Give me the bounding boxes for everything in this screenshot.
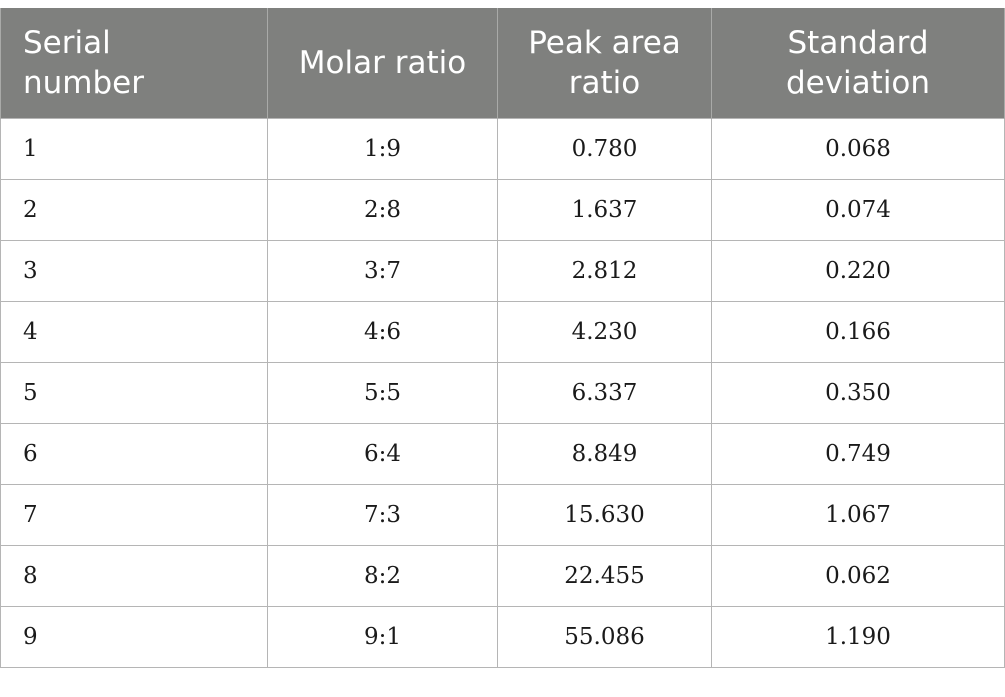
cell-standard-deviation: 0.749 — [711, 422, 1005, 485]
header-serial-number: Serial number — [0, 8, 268, 118]
cell-peak-area-ratio: 55.086 — [497, 605, 712, 668]
data-table: Serial number Molar ratio Peak area rati… — [0, 8, 1005, 668]
table-row: 5 5:5 6.337 0.350 — [0, 361, 1005, 424]
cell-peak-area-ratio: 4.230 — [497, 300, 712, 363]
cell-serial-number: 7 — [0, 483, 268, 546]
cell-standard-deviation: 0.062 — [711, 544, 1005, 607]
cell-standard-deviation: 0.074 — [711, 178, 1005, 241]
header-molar-ratio: Molar ratio — [267, 8, 498, 118]
cell-serial-number: 5 — [0, 361, 268, 424]
cell-molar-ratio: 6:4 — [267, 422, 498, 485]
table-row: 1 1:9 0.780 0.068 — [0, 117, 1005, 180]
cell-molar-ratio: 9:1 — [267, 605, 498, 668]
table-row: 2 2:8 1.637 0.074 — [0, 178, 1005, 241]
cell-serial-number: 9 — [0, 605, 268, 668]
table-row: 4 4:6 4.230 0.166 — [0, 300, 1005, 363]
cell-serial-number: 3 — [0, 239, 268, 302]
cell-molar-ratio: 7:3 — [267, 483, 498, 546]
header-row: Serial number Molar ratio Peak area rati… — [0, 8, 1005, 118]
cell-molar-ratio: 5:5 — [267, 361, 498, 424]
cell-peak-area-ratio: 6.337 — [497, 361, 712, 424]
table-header: Serial number Molar ratio Peak area rati… — [0, 8, 1005, 118]
cell-peak-area-ratio: 22.455 — [497, 544, 712, 607]
cell-peak-area-ratio: 2.812 — [497, 239, 712, 302]
table-row: 9 9:1 55.086 1.190 — [0, 605, 1005, 668]
cell-standard-deviation: 1.067 — [711, 483, 1005, 546]
cell-serial-number: 1 — [0, 117, 268, 180]
cell-molar-ratio: 2:8 — [267, 178, 498, 241]
header-standard-deviation-line2: deviation — [785, 64, 931, 101]
header-standard-deviation: Standard deviation — [711, 8, 1005, 118]
cell-serial-number: 6 — [0, 422, 268, 485]
header-peak-area-ratio-line2: ratio — [568, 64, 641, 101]
cell-peak-area-ratio: 1.637 — [497, 178, 712, 241]
data-table-container: Serial number Molar ratio Peak area rati… — [0, 8, 1005, 697]
cell-standard-deviation: 0.068 — [711, 117, 1005, 180]
cell-standard-deviation: 1.190 — [711, 605, 1005, 668]
cell-molar-ratio: 3:7 — [267, 239, 498, 302]
table-row: 7 7:3 15.630 1.067 — [0, 483, 1005, 546]
header-serial-number-line1: Serial — [23, 24, 111, 61]
cell-peak-area-ratio: 0.780 — [497, 117, 712, 180]
cell-standard-deviation: 0.350 — [711, 361, 1005, 424]
cell-serial-number: 2 — [0, 178, 268, 241]
header-serial-number-line2: number — [23, 64, 144, 101]
cell-serial-number: 8 — [0, 544, 268, 607]
table-body: 1 1:9 0.780 0.068 2 2:8 1.637 0.074 3 3:… — [0, 117, 1005, 668]
table-row: 6 6:4 8.849 0.749 — [0, 422, 1005, 485]
header-peak-area-ratio-line1: Peak area — [528, 24, 681, 61]
cell-molar-ratio: 4:6 — [267, 300, 498, 363]
table-row: 3 3:7 2.812 0.220 — [0, 239, 1005, 302]
cell-peak-area-ratio: 15.630 — [497, 483, 712, 546]
header-peak-area-ratio: Peak area ratio — [497, 8, 712, 118]
cell-standard-deviation: 0.220 — [711, 239, 1005, 302]
cell-serial-number: 4 — [0, 300, 268, 363]
cell-molar-ratio: 8:2 — [267, 544, 498, 607]
table-row: 8 8:2 22.455 0.062 — [0, 544, 1005, 607]
cell-peak-area-ratio: 8.849 — [497, 422, 712, 485]
cell-molar-ratio: 1:9 — [267, 117, 498, 180]
header-standard-deviation-line1: Standard — [787, 24, 929, 61]
cell-standard-deviation: 0.166 — [711, 300, 1005, 363]
